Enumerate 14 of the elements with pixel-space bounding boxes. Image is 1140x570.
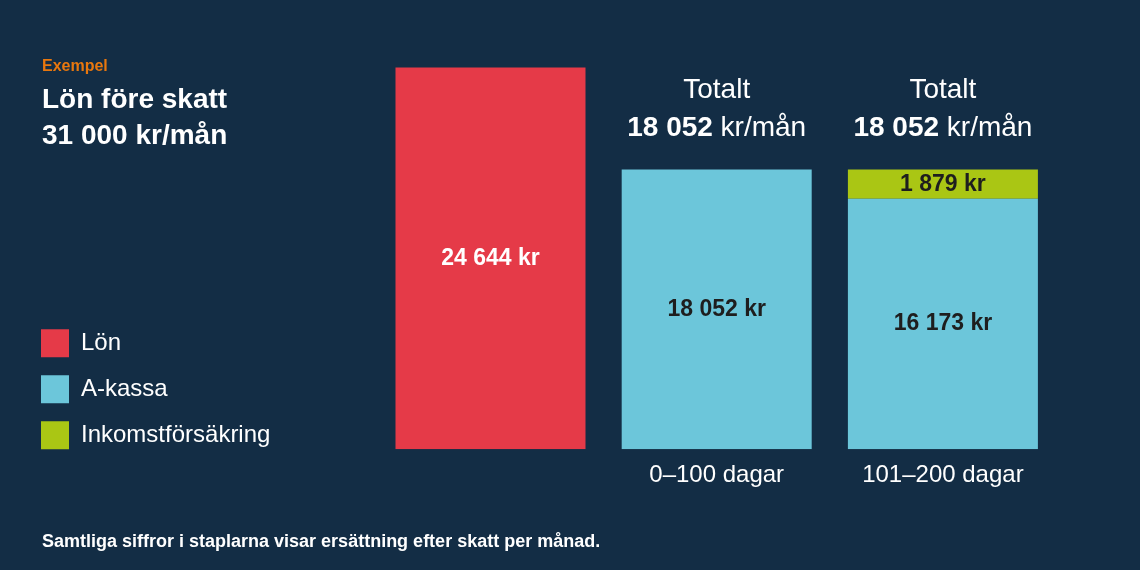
text: Samtliga siffror i staplarna visar ersättning efter skatt per månad. bbox=[42, 530, 601, 552]
data-label: 18 052 kr bbox=[667, 294, 766, 321]
legend-label: A-kassa bbox=[81, 373, 169, 401]
x-tick-label: 101–200 dagar bbox=[862, 460, 1024, 488]
total-label: Totalt 18 052 kr/mån bbox=[627, 72, 807, 142]
text: Exempel bbox=[42, 56, 108, 76]
x-tick-label: 0–100 dagar bbox=[649, 460, 785, 488]
total-label: Totalt 18 052 kr/mån bbox=[853, 72, 1033, 142]
data-label: 24 644 kr bbox=[441, 243, 540, 270]
legend-label: Inkomstförsäkring bbox=[81, 419, 271, 447]
legend-label: Lön bbox=[81, 327, 122, 355]
text: Lön före skatt 31 000 kr/mån bbox=[42, 82, 229, 152]
data-label: 1 879 kr bbox=[900, 169, 986, 196]
data-label: 16 173 kr bbox=[893, 309, 993, 336]
